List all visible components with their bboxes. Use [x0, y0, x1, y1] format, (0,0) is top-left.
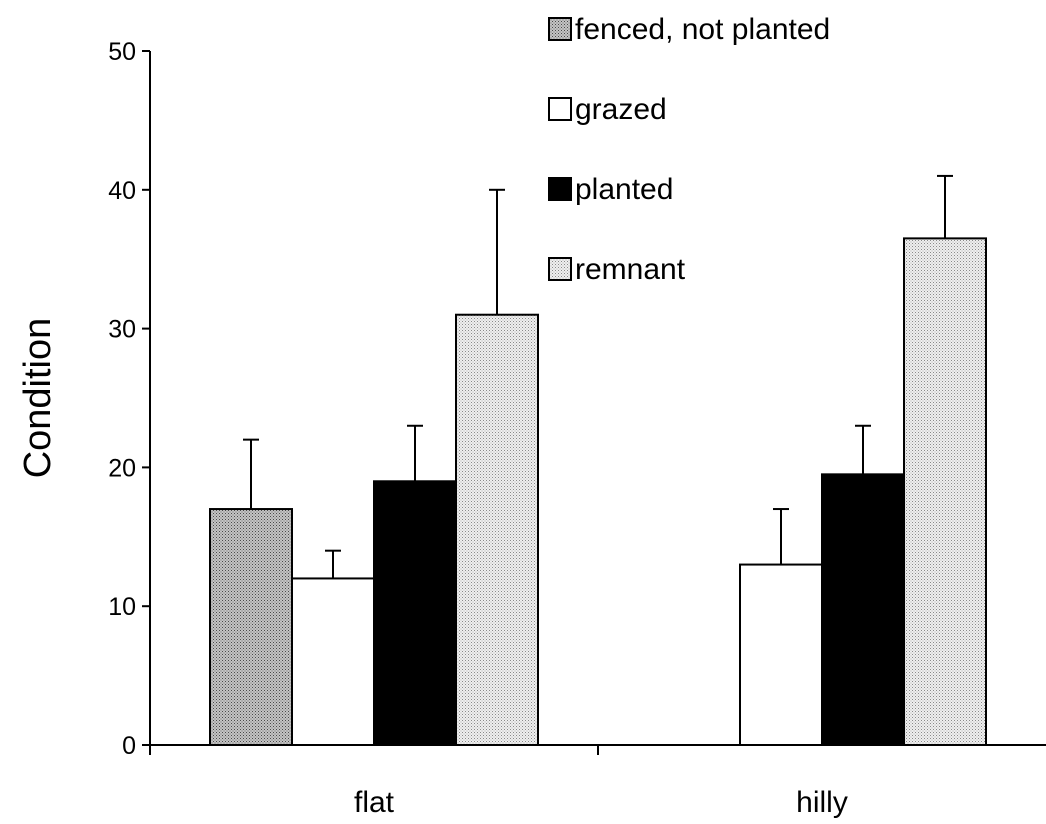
legend-label: fenced, not planted [575, 13, 830, 46]
legend-swatch [548, 97, 572, 121]
bar [739, 563, 823, 746]
x-category-label: hilly [796, 786, 848, 819]
y-axis-title: Condition [17, 318, 59, 479]
legend-label: planted [575, 173, 673, 206]
y-tick-label: 20 [108, 454, 136, 482]
y-tick-label: 0 [122, 732, 136, 760]
bar [821, 473, 905, 746]
legend-label: grazed [575, 93, 667, 126]
error-bars-layer [243, 174, 953, 579]
y-tick-label: 40 [108, 177, 136, 205]
y-tick-label: 50 [108, 38, 136, 66]
legend-label: remnant [575, 253, 686, 286]
x-category-label: flat [354, 786, 395, 819]
y-axis: 0 10 20 30 40 50 [108, 38, 151, 760]
bar [455, 313, 539, 746]
legend-swatch [548, 177, 572, 201]
y-tick-label: 30 [108, 316, 136, 344]
legend-swatch [548, 257, 572, 281]
bar [903, 237, 987, 746]
bars-layer [209, 237, 987, 747]
x-axis: flat hilly [149, 744, 1046, 819]
bar [209, 508, 293, 747]
bar [373, 480, 457, 746]
legend: fenced, not planted grazed planted remnant [548, 13, 830, 286]
legend-swatch [548, 17, 572, 41]
y-tick-label: 10 [108, 593, 136, 621]
bar [291, 577, 375, 746]
